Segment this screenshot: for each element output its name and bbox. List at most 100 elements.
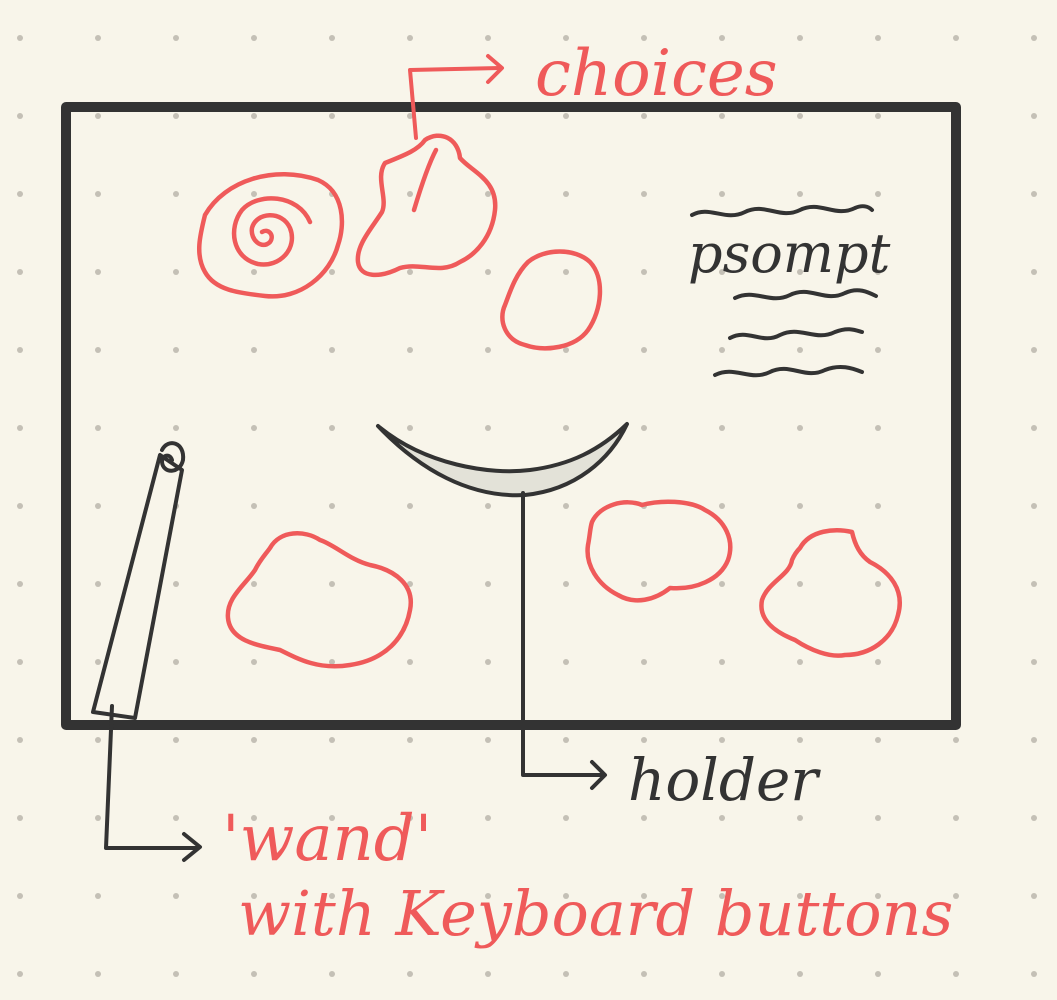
grid-dot xyxy=(17,347,23,353)
grid-dot xyxy=(95,425,101,431)
grid-dot xyxy=(719,581,725,587)
grid-dot xyxy=(407,35,413,41)
grid-dot xyxy=(329,425,335,431)
wand-subtitle: with Keyboard buttons xyxy=(238,877,953,950)
grid-dot xyxy=(563,113,569,119)
grid-dot xyxy=(329,737,335,743)
grid-dot xyxy=(641,659,647,665)
grid-dot xyxy=(563,893,569,899)
choice-cloud-3[interactable] xyxy=(759,528,902,658)
grid-dot xyxy=(563,581,569,587)
grid-dot xyxy=(953,815,959,821)
grid-dot xyxy=(797,737,803,743)
grid-dot xyxy=(329,815,335,821)
grid-dot xyxy=(719,191,725,197)
grid-dot xyxy=(485,737,491,743)
grid-dot xyxy=(719,503,725,509)
grid-dot xyxy=(797,191,803,197)
grid-dot xyxy=(17,659,23,665)
grid-dot xyxy=(719,737,725,743)
grid-dot xyxy=(563,269,569,275)
grid-dot xyxy=(485,113,491,119)
grid-dot xyxy=(251,347,257,353)
grid-dot xyxy=(641,425,647,431)
grid-dot xyxy=(251,503,257,509)
grid-dot xyxy=(407,893,413,899)
grid-dot xyxy=(95,35,101,41)
grid-dot xyxy=(1031,971,1037,977)
grid-dot xyxy=(485,971,491,977)
grid-dot xyxy=(1031,113,1037,119)
grid-dot xyxy=(875,113,881,119)
grid-dot xyxy=(407,581,413,587)
grid-dot xyxy=(563,503,569,509)
grid-dot xyxy=(1031,347,1037,353)
grid-dot xyxy=(407,659,413,665)
grid-dot xyxy=(95,581,101,587)
grid-dot xyxy=(719,269,725,275)
grid-dot xyxy=(95,269,101,275)
grid-dot xyxy=(797,35,803,41)
grid-dot xyxy=(251,425,257,431)
grid-dot xyxy=(875,269,881,275)
grid-dot xyxy=(17,815,23,821)
grid-dot xyxy=(719,347,725,353)
choice-spiral[interactable] xyxy=(197,171,345,299)
grid-dot xyxy=(719,815,725,821)
grid-dot xyxy=(407,815,413,821)
grid-dot xyxy=(719,425,725,431)
grid-dot xyxy=(953,35,959,41)
grid-dot xyxy=(17,191,23,197)
prompt-lines xyxy=(690,204,878,378)
grid-dot xyxy=(797,347,803,353)
choice-blob-3[interactable] xyxy=(500,249,603,351)
choices-leader xyxy=(408,54,504,140)
grid-dot xyxy=(95,815,101,821)
grid-dot xyxy=(797,503,803,509)
grid-dot xyxy=(329,581,335,587)
grid-dot xyxy=(251,971,257,977)
grid-dot xyxy=(329,659,335,665)
grid-dot xyxy=(1031,659,1037,665)
grid-dot xyxy=(641,347,647,353)
grid-dot xyxy=(797,269,803,275)
grid-dot xyxy=(485,503,491,509)
grid-dot xyxy=(17,113,23,119)
choice-cloud-2[interactable] xyxy=(585,499,733,603)
grid-dot xyxy=(251,191,257,197)
grid-dot xyxy=(641,581,647,587)
grid-dot xyxy=(875,659,881,665)
grid-dot xyxy=(485,893,491,899)
holder-bowl xyxy=(376,422,629,498)
grid-dot xyxy=(251,659,257,665)
grid-dot xyxy=(1031,191,1037,197)
grid-dot xyxy=(329,113,335,119)
wand-label: 'wand' xyxy=(222,802,432,876)
grid-dot xyxy=(17,893,23,899)
grid-dot xyxy=(95,659,101,665)
grid-dot xyxy=(329,347,335,353)
grid-dot xyxy=(173,425,179,431)
choice-blob-2[interactable] xyxy=(355,133,498,277)
wand[interactable] xyxy=(91,441,186,720)
grid-dot xyxy=(407,191,413,197)
grid-dot xyxy=(95,191,101,197)
grid-dot xyxy=(251,35,257,41)
grid-dot xyxy=(797,971,803,977)
grid-dot xyxy=(485,269,491,275)
grid-dot xyxy=(797,581,803,587)
grid-dot xyxy=(875,425,881,431)
grid-dot xyxy=(407,269,413,275)
grid-dot xyxy=(407,347,413,353)
grid-dot xyxy=(407,503,413,509)
grid-dot xyxy=(329,35,335,41)
grid-dot xyxy=(641,893,647,899)
grid-dot xyxy=(875,737,881,743)
grid-dot xyxy=(251,269,257,275)
choice-cloud-1[interactable] xyxy=(225,531,414,669)
grid-dot xyxy=(1031,893,1037,899)
grid-dot xyxy=(1031,815,1037,821)
grid-dot xyxy=(173,737,179,743)
grid-dot xyxy=(251,815,257,821)
grid-dot xyxy=(641,113,647,119)
